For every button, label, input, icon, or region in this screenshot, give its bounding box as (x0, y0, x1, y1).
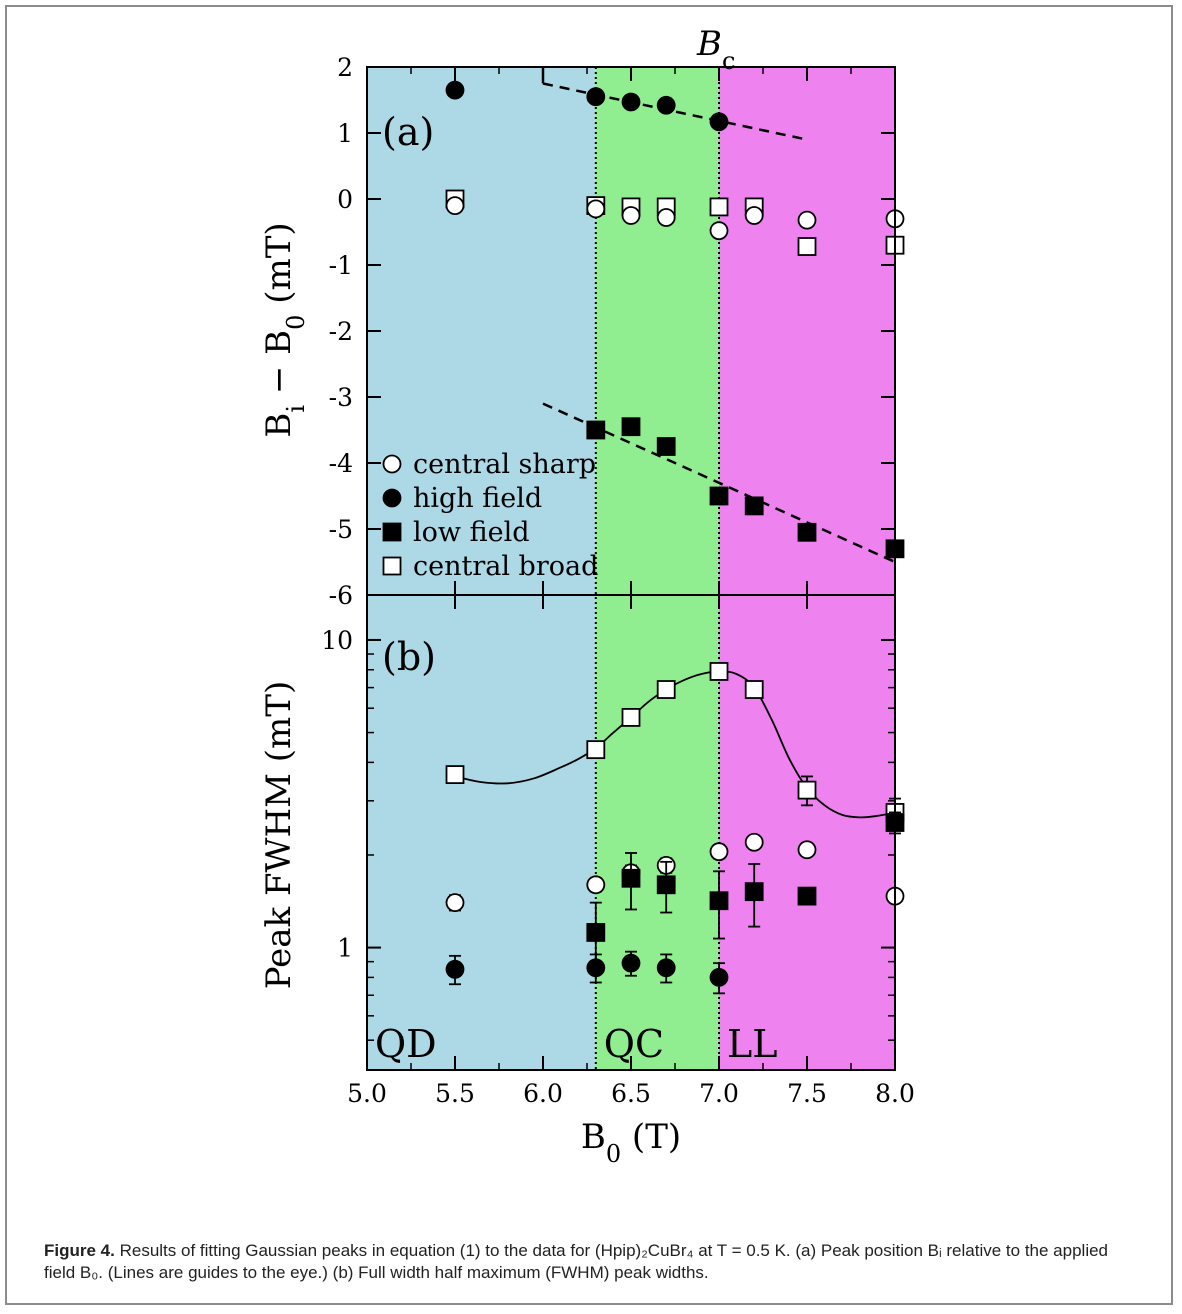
b-point-central-broad-4 (709, 662, 729, 681)
a-y-axis-title: Bi − B0 (mT) (259, 222, 310, 437)
b-y-axis-title: Peak FWHM (mT) (259, 681, 299, 989)
b-point-low-field-0 (586, 923, 606, 942)
legend-marker-central-sharp (382, 454, 402, 474)
b-point-high-field-4 (709, 967, 729, 987)
b-point-central-sharp-1 (586, 875, 606, 895)
a-point-central-sharp-1 (586, 199, 606, 219)
guide-line-1 (542, 402, 896, 564)
b-point-central-sharp-5 (744, 832, 764, 852)
a-point-central-sharp-2 (621, 206, 641, 225)
b-point-low-field-2 (656, 875, 676, 895)
x-tick-label-1: 5.5 (435, 1079, 475, 1108)
b-point-central-sharp-4 (709, 842, 729, 862)
b-point-low-field-5 (797, 886, 817, 906)
b-point-low-field-4 (744, 882, 764, 902)
x-tick-label-5: 7.5 (787, 1079, 827, 1108)
a-point-central-broad-6 (797, 237, 817, 256)
a-point-central-broad-4 (709, 197, 729, 217)
a-point-low-field-4 (744, 496, 764, 516)
x-axis-title: B0 (T) (581, 1117, 681, 1168)
x-tick-label-0: 5.0 (347, 1079, 387, 1108)
a-point-central-sharp-4 (709, 221, 729, 241)
b-point-low-field-1 (621, 868, 641, 888)
a-point-central-sharp-5 (744, 206, 764, 225)
b-y-tick-label-0: 1 (337, 934, 353, 963)
a-point-high-field-0 (445, 80, 465, 100)
b-point-central-broad-1 (586, 740, 606, 760)
region-qd (367, 67, 596, 1070)
a-point-high-field-1 (586, 87, 606, 107)
a-point-low-field-1 (621, 417, 641, 437)
b-point-central-broad-6 (797, 780, 817, 800)
region-label-qd: QD (375, 1022, 437, 1066)
figure-chart: QD QC LL 5.0 5.5 6.0 6.5 7.0 7.5 8.0 -6 -5 -4 -3 -2 -1 0… (259, 24, 915, 1168)
b-point-central-sharp-0 (445, 893, 465, 913)
b-point-central-broad-0 (445, 765, 465, 785)
region-label-qc: QC (604, 1022, 664, 1066)
a-y-tick-label-0: -6 (329, 581, 353, 610)
a-point-high-field-4 (709, 112, 729, 132)
b-point-low-field-3 (709, 891, 729, 911)
a-point-central-sharp-0 (445, 196, 465, 216)
a-y-tick-label-5: -1 (329, 251, 353, 280)
b-point-high-field-1 (586, 958, 606, 978)
b-point-central-broad-5 (744, 680, 764, 699)
b-point-high-field-2 (621, 953, 641, 973)
legend-marker-central-broad (382, 556, 402, 576)
b-point-high-field-0 (445, 959, 465, 979)
caption-text: Results of fitting Gaussian peaks in equ… (44, 1241, 1109, 1282)
a-point-central-sharp-3 (656, 208, 676, 227)
b-point-central-broad-2 (621, 708, 641, 727)
legend-marker-low-field (382, 522, 402, 542)
panel-label-b: (b) (382, 635, 436, 679)
a-point-high-field-3 (656, 95, 676, 115)
legend-label-central-sharp: central sharp (413, 449, 596, 480)
text-layer: QD QC LL 5.0 5.5 6.0 6.5 7.0 7.5 8.0 -6 -5 -4 -3 -2 -1 0… (259, 24, 915, 1168)
a-y-tick-label-4: -2 (329, 317, 353, 346)
legend-label-low-field: low field (413, 517, 530, 548)
a-point-low-field-3 (709, 486, 729, 506)
b-y-tick-label-1: 10 (321, 626, 353, 655)
guide-line-0 (542, 82, 808, 141)
a-y-tick-label-2: -4 (329, 449, 353, 478)
b-point-central-sharp-6 (797, 840, 817, 860)
fwhm-fit-curve (454, 670, 896, 819)
a-point-central-sharp-6 (797, 210, 817, 230)
a-point-low-field-5 (797, 522, 817, 542)
a-y-tick-label-7: 1 (337, 119, 353, 148)
a-y-tick-label-3: -3 (329, 383, 353, 412)
figure-frame (5, 5, 1173, 1305)
region-qc (595, 67, 719, 1070)
x-tick-label-2: 6.0 (523, 1079, 563, 1108)
b-point-high-field-3 (656, 958, 676, 978)
figure-caption: Figure 4. Results of fitting Gaussian pe… (44, 1240, 1140, 1284)
axes-layer (366, 66, 896, 1071)
legend-marker-high-field (382, 488, 402, 508)
caption-label: Figure 4. (44, 1241, 115, 1260)
panel-label-a: (a) (382, 110, 434, 154)
a-point-low-field-0 (586, 420, 606, 440)
a-y-tick-label-8: 2 (337, 53, 353, 82)
x-tick-label-6: 8.0 (875, 1079, 915, 1108)
region-label-ll: LL (727, 1022, 777, 1066)
legend-label-central-broad: central broad (413, 551, 598, 582)
legend-label-high-field: high field (413, 483, 542, 514)
a-y-tick-label-1: -5 (329, 515, 353, 544)
regions-layer (367, 67, 896, 1070)
x-tick-label-3: 6.5 (611, 1079, 651, 1108)
x-tick-label-4: 7.0 (699, 1079, 739, 1108)
a-point-high-field-2 (621, 92, 641, 112)
b-point-central-broad-3 (656, 680, 676, 699)
a-point-low-field-2 (656, 437, 676, 456)
a-y-tick-label-6: 0 (337, 185, 353, 214)
